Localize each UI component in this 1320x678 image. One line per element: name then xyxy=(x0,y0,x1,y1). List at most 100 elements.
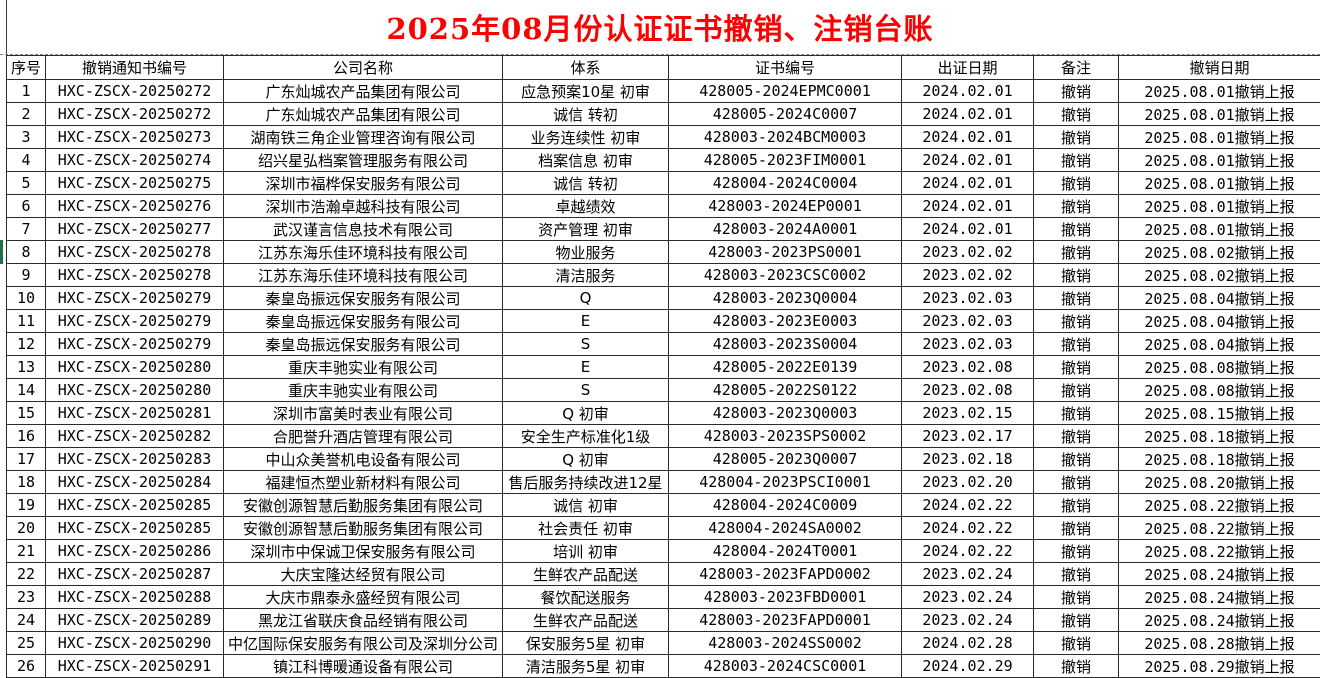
cell-revoke-date[interactable]: 2025.08.24撤销上报 xyxy=(1118,608,1320,632)
cell-serial[interactable]: 22 xyxy=(6,562,46,586)
cell-company[interactable]: 重庆丰驰实业有限公司 xyxy=(223,355,503,379)
cell-issue-date[interactable]: 2023.02.03 xyxy=(901,309,1034,333)
cell-company[interactable]: 中山众美誉机电设备有限公司 xyxy=(223,447,503,471)
cell-notice-no[interactable]: HXC-ZSCX-20250272 xyxy=(45,79,224,103)
cell-system[interactable]: 培训 初审 xyxy=(502,539,669,563)
cell-notice-no[interactable]: HXC-ZSCX-20250289 xyxy=(45,608,224,632)
cell-remark[interactable]: 撤销 xyxy=(1033,355,1119,379)
cell-revoke-date[interactable]: 2025.08.04撤销上报 xyxy=(1118,309,1320,333)
cell-serial[interactable]: 3 xyxy=(6,125,46,149)
cell-system[interactable]: 档案信息 初审 xyxy=(502,148,669,172)
cell-revoke-date[interactable]: 2025.08.04撤销上报 xyxy=(1118,286,1320,310)
cell-revoke-date[interactable]: 2025.08.02撤销上报 xyxy=(1118,240,1320,264)
cell-issue-date[interactable]: 2023.02.15 xyxy=(901,401,1034,425)
cell-company[interactable]: 镇江科博暖通设备有限公司 xyxy=(223,654,503,678)
cell-revoke-date[interactable]: 2025.08.01撤销上报 xyxy=(1118,217,1320,241)
cell-system[interactable]: 清洁服务5星 初审 xyxy=(502,654,669,678)
cell-cert-no[interactable]: 428003-2024SS0002 xyxy=(668,631,902,655)
cell-remark[interactable]: 撤销 xyxy=(1033,585,1119,609)
cell-cert-no[interactable]: 428003-2023FAPD0002 xyxy=(668,562,902,586)
cell-issue-date[interactable]: 2024.02.22 xyxy=(901,493,1034,517)
cell-remark[interactable]: 撤销 xyxy=(1033,447,1119,471)
cell-notice-no[interactable]: HXC-ZSCX-20250275 xyxy=(45,171,224,195)
cell-company[interactable]: 大庆市鼎泰永盛经贸有限公司 xyxy=(223,585,503,609)
cell-company[interactable]: 安徽创源智慧后勤服务集团有限公司 xyxy=(223,493,503,517)
cell-remark[interactable]: 撤销 xyxy=(1033,631,1119,655)
cell-system[interactable]: E xyxy=(502,309,669,333)
cell-remark[interactable]: 撤销 xyxy=(1033,424,1119,448)
cell-remark[interactable]: 撤销 xyxy=(1033,493,1119,517)
cell-cert-no[interactable]: 428004-2024T0001 xyxy=(668,539,902,563)
cell-notice-no[interactable]: HXC-ZSCX-20250282 xyxy=(45,424,224,448)
cell-cert-no[interactable]: 428003-2023Q0004 xyxy=(668,286,902,310)
cell-revoke-date[interactable]: 2025.08.24撤销上报 xyxy=(1118,562,1320,586)
cell-system[interactable]: 售后服务持续改进12星 xyxy=(502,470,669,494)
cell-cert-no[interactable]: 428003-2023CSC0002 xyxy=(668,263,902,287)
cell-notice-no[interactable]: HXC-ZSCX-20250290 xyxy=(45,631,224,655)
cell-company[interactable]: 重庆丰驰实业有限公司 xyxy=(223,378,503,402)
cell-issue-date[interactable]: 2023.02.24 xyxy=(901,585,1034,609)
cell-remark[interactable]: 撤销 xyxy=(1033,516,1119,540)
cell-company[interactable]: 深圳市富美时表业有限公司 xyxy=(223,401,503,425)
cell-remark[interactable]: 撤销 xyxy=(1033,102,1119,126)
cell-cert-no[interactable]: 428005-2024C0007 xyxy=(668,102,902,126)
cell-system[interactable]: S xyxy=(502,332,669,356)
cell-serial[interactable]: 24 xyxy=(6,608,46,632)
cell-remark[interactable]: 撤销 xyxy=(1033,171,1119,195)
cell-revoke-date[interactable]: 2025.08.01撤销上报 xyxy=(1118,171,1320,195)
cell-cert-no[interactable]: 428003-2023FAPD0001 xyxy=(668,608,902,632)
cell-issue-date[interactable]: 2023.02.08 xyxy=(901,355,1034,379)
cell-cert-no[interactable]: 428004-2023PSCI0001 xyxy=(668,470,902,494)
cell-cert-no[interactable]: 428005-2022S0122 xyxy=(668,378,902,402)
cell-system[interactable]: Q 初审 xyxy=(502,401,669,425)
cell-system[interactable]: 诚信 初审 xyxy=(502,493,669,517)
cell-notice-no[interactable]: HXC-ZSCX-20250285 xyxy=(45,516,224,540)
cell-remark[interactable]: 撤销 xyxy=(1033,470,1119,494)
cell-company[interactable]: 广东灿城农产品集团有限公司 xyxy=(223,79,503,103)
cell-remark[interactable]: 撤销 xyxy=(1033,539,1119,563)
cell-cert-no[interactable]: 428004-2024SA0002 xyxy=(668,516,902,540)
cell-remark[interactable]: 撤销 xyxy=(1033,332,1119,356)
cell-serial[interactable]: 21 xyxy=(6,539,46,563)
cell-company[interactable]: 安徽创源智慧后勤服务集团有限公司 xyxy=(223,516,503,540)
cell-notice-no[interactable]: HXC-ZSCX-20250274 xyxy=(45,148,224,172)
cell-company[interactable]: 武汉谨言信息技术有限公司 xyxy=(223,217,503,241)
cell-remark[interactable]: 撤销 xyxy=(1033,401,1119,425)
cell-cert-no[interactable]: 428003-2024BCM0003 xyxy=(668,125,902,149)
cell-system[interactable]: E xyxy=(502,355,669,379)
cell-serial[interactable]: 23 xyxy=(6,585,46,609)
cell-serial[interactable]: 8 xyxy=(6,240,46,264)
cell-serial[interactable]: 7 xyxy=(6,217,46,241)
cell-notice-no[interactable]: HXC-ZSCX-20250279 xyxy=(45,332,224,356)
cell-cert-no[interactable]: 428005-2023FIM0001 xyxy=(668,148,902,172)
cell-revoke-date[interactable]: 2025.08.02撤销上报 xyxy=(1118,263,1320,287)
cell-serial[interactable]: 9 xyxy=(6,263,46,287)
cell-issue-date[interactable]: 2024.02.22 xyxy=(901,539,1034,563)
cell-system[interactable]: 业务连续性 初审 xyxy=(502,125,669,149)
cell-remark[interactable]: 撤销 xyxy=(1033,608,1119,632)
cell-notice-no[interactable]: HXC-ZSCX-20250287 xyxy=(45,562,224,586)
cell-serial[interactable]: 10 xyxy=(6,286,46,310)
cell-remark[interactable]: 撤销 xyxy=(1033,125,1119,149)
cell-system[interactable]: 卓越绩效 xyxy=(502,194,669,218)
cell-serial[interactable]: 26 xyxy=(6,654,46,678)
cell-system[interactable]: 保安服务5星 初审 xyxy=(502,631,669,655)
cell-notice-no[interactable]: HXC-ZSCX-20250288 xyxy=(45,585,224,609)
cell-remark[interactable]: 撤销 xyxy=(1033,79,1119,103)
cell-notice-no[interactable]: HXC-ZSCX-20250273 xyxy=(45,125,224,149)
cell-revoke-date[interactable]: 2025.08.01撤销上报 xyxy=(1118,102,1320,126)
cell-serial[interactable]: 19 xyxy=(6,493,46,517)
cell-issue-date[interactable]: 2024.02.01 xyxy=(901,194,1034,218)
cell-notice-no[interactable]: HXC-ZSCX-20250276 xyxy=(45,194,224,218)
cell-system[interactable]: 社会责任 初审 xyxy=(502,516,669,540)
cell-system[interactable]: 物业服务 xyxy=(502,240,669,264)
cell-revoke-date[interactable]: 2025.08.08撤销上报 xyxy=(1118,378,1320,402)
cell-notice-no[interactable]: HXC-ZSCX-20250272 xyxy=(45,102,224,126)
cell-company[interactable]: 江苏东海乐佳环境科技有限公司 xyxy=(223,263,503,287)
cell-issue-date[interactable]: 2024.02.01 xyxy=(901,79,1034,103)
cell-issue-date[interactable]: 2024.02.01 xyxy=(901,171,1034,195)
cell-remark[interactable]: 撤销 xyxy=(1033,562,1119,586)
cell-issue-date[interactable]: 2024.02.29 xyxy=(901,654,1034,678)
cell-notice-no[interactable]: HXC-ZSCX-20250279 xyxy=(45,286,224,310)
cell-revoke-date[interactable]: 2025.08.20撤销上报 xyxy=(1118,470,1320,494)
